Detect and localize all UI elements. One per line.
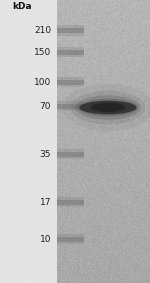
Text: kDa: kDa — [13, 2, 32, 11]
Bar — [57, 234, 84, 244]
Text: 70: 70 — [39, 102, 51, 111]
Ellipse shape — [71, 91, 145, 125]
Bar — [57, 77, 84, 87]
Ellipse shape — [91, 103, 125, 112]
Ellipse shape — [80, 101, 136, 114]
Bar — [57, 47, 84, 57]
Bar — [57, 28, 84, 33]
Bar — [57, 197, 84, 207]
Text: 150: 150 — [34, 48, 51, 57]
Text: 17: 17 — [39, 198, 51, 207]
Text: 100: 100 — [34, 78, 51, 87]
Text: 10: 10 — [39, 235, 51, 244]
Bar — [57, 101, 84, 111]
Bar — [57, 80, 84, 85]
Ellipse shape — [62, 84, 150, 131]
Text: 35: 35 — [39, 150, 51, 159]
Bar — [57, 104, 84, 109]
Bar — [57, 200, 84, 205]
Ellipse shape — [75, 95, 141, 120]
Bar — [57, 237, 84, 242]
Bar — [57, 149, 84, 159]
Bar — [57, 50, 84, 55]
Text: 210: 210 — [34, 26, 51, 35]
Bar — [57, 25, 84, 36]
Ellipse shape — [78, 99, 138, 116]
Bar — [57, 152, 84, 157]
